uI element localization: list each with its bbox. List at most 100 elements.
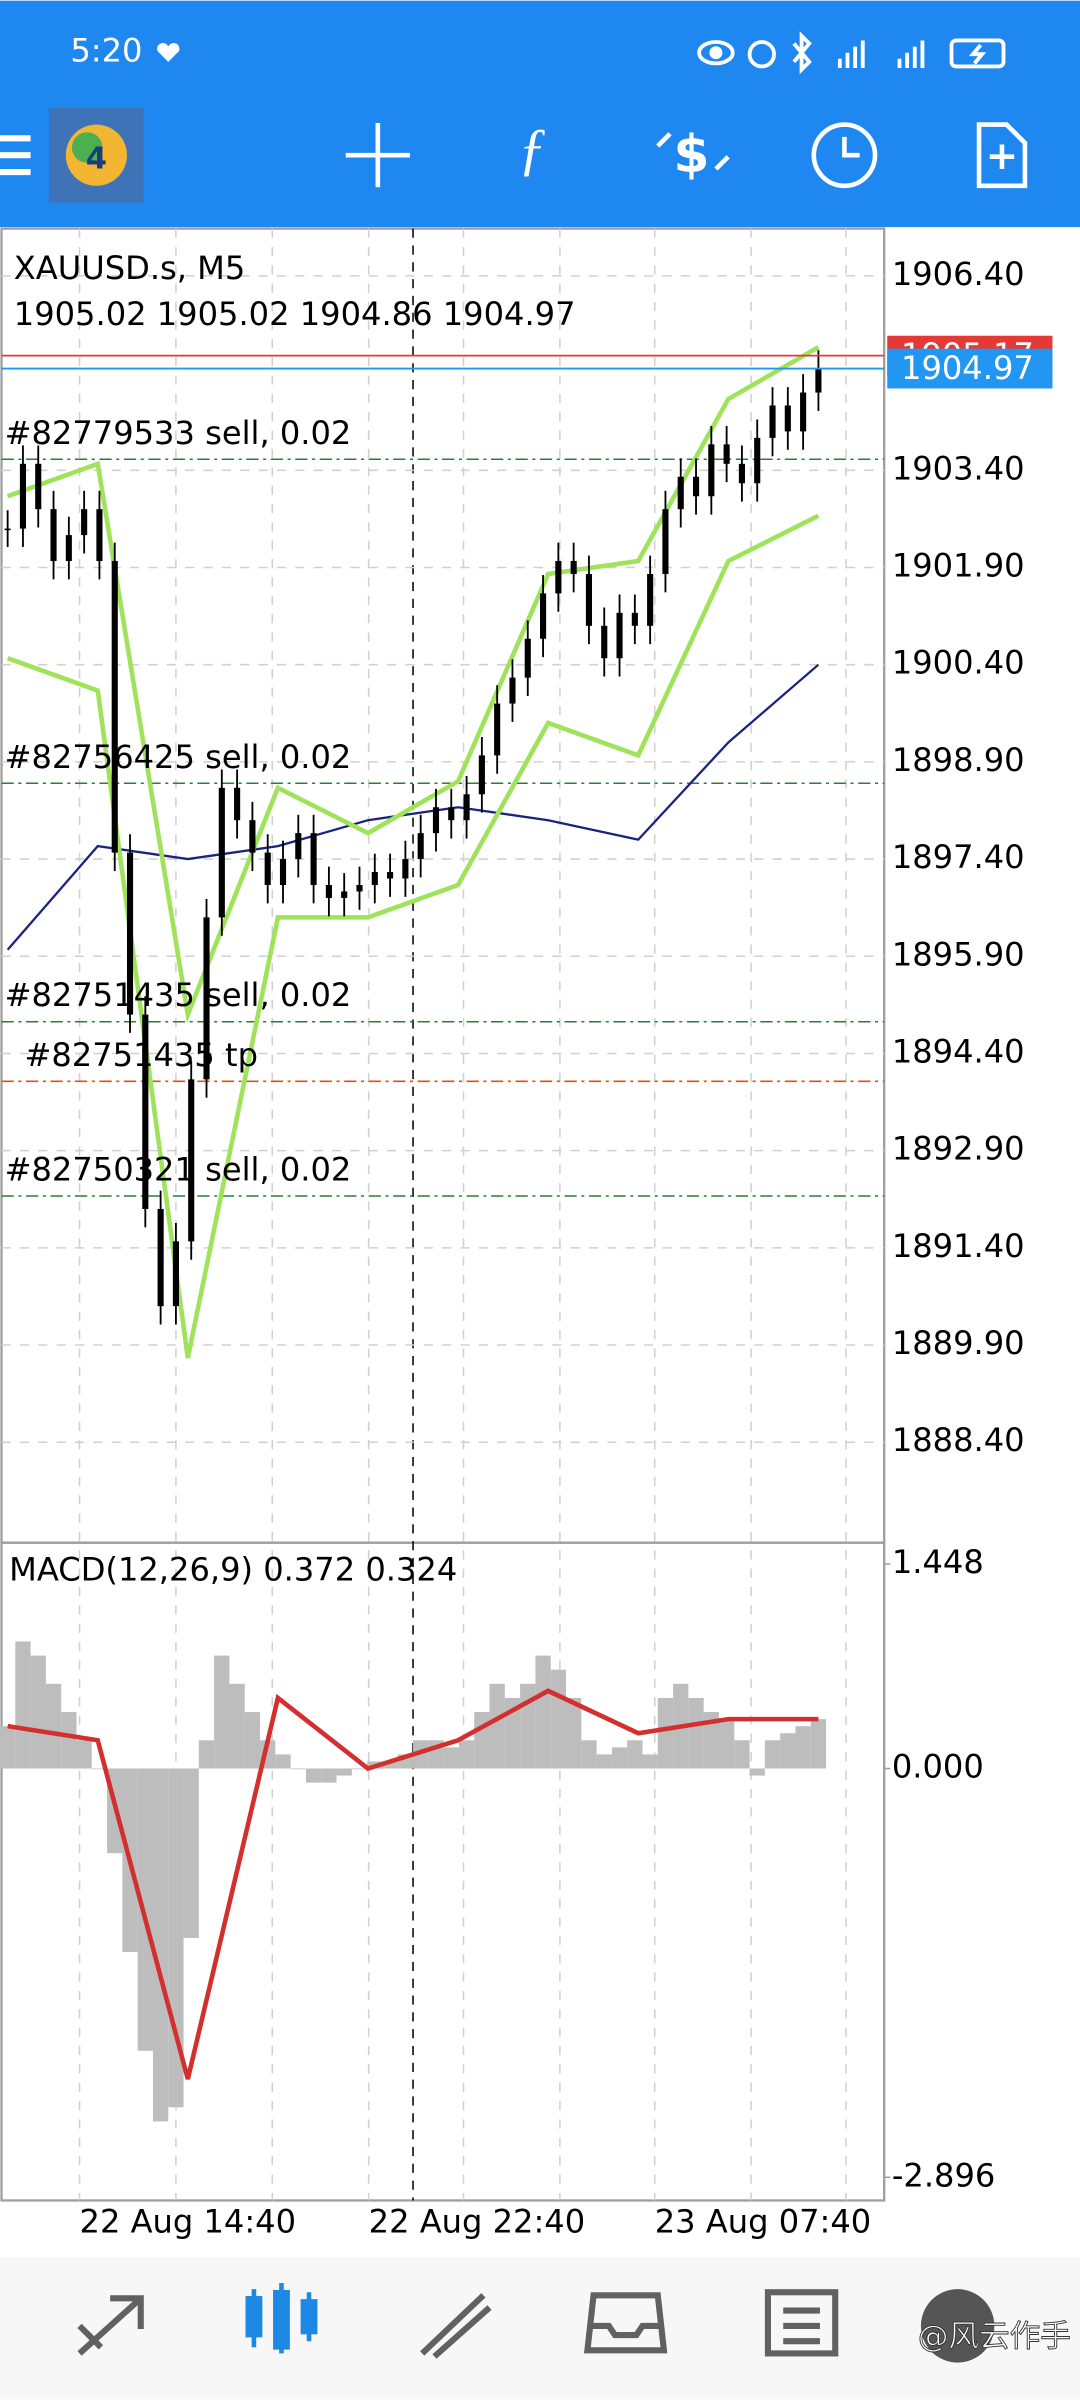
macd-bar	[504, 1697, 521, 1769]
chart-tab[interactable]	[245, 2283, 318, 2354]
macd-bar	[321, 1768, 337, 1783]
y-tick-label: 1892.90	[892, 1130, 1025, 1168]
macd-bar	[596, 1754, 612, 1769]
avatar	[920, 2289, 995, 2363]
candle-body	[662, 509, 669, 574]
candle-body	[81, 509, 88, 536]
macd-bar	[30, 1655, 46, 1769]
order-label: #82779533 sell, 0.02	[5, 414, 352, 452]
candle-body	[708, 444, 715, 497]
candle-body	[19, 463, 27, 529]
macd-bar	[734, 1740, 750, 1769]
macd-bar	[657, 1697, 674, 1769]
candle-body	[310, 833, 317, 885]
trade-button[interactable]: $	[673, 125, 709, 185]
candle-body	[738, 463, 745, 484]
candle-body	[631, 612, 638, 626]
bid-label: 1904.97	[901, 349, 1034, 387]
watermark: @风云作手	[918, 2320, 1071, 2355]
candle-body	[35, 463, 42, 510]
candle-body	[371, 872, 378, 885]
timeframe-button[interactable]	[811, 122, 878, 189]
candle-body	[218, 787, 225, 918]
macd-bar	[458, 1740, 475, 1769]
candle-body	[432, 807, 440, 834]
macd-bar	[443, 1747, 459, 1769]
candle-body	[417, 833, 424, 860]
macd-bar	[810, 1719, 827, 1769]
macd-title: MACD(12,26,9) 0.372 0.324	[9, 1551, 457, 1589]
macd-bar	[550, 1669, 567, 1769]
x-tick-label: 22 Aug 22:40	[369, 2202, 586, 2240]
candle-body	[295, 833, 302, 860]
macd-bar	[642, 1754, 658, 1769]
macd-bar	[489, 1683, 505, 1769]
y-tick-label: 1895.90	[892, 935, 1025, 973]
macd-tick-label: -2.896	[892, 2156, 996, 2194]
candle-body	[463, 794, 470, 821]
y-tick-label: 1901.90	[892, 546, 1025, 584]
y-tick-label: 1889.90	[892, 1324, 1025, 1362]
macd-bar	[214, 1655, 230, 1769]
bid-label-box	[887, 348, 1053, 389]
quotes-tab[interactable]	[77, 2295, 144, 2356]
macd-bar	[764, 1740, 781, 1769]
macd-bar	[535, 1655, 551, 1769]
macd-bar	[183, 1768, 199, 1938]
candle-body	[478, 755, 485, 795]
candle-body	[555, 561, 562, 594]
indicators-button[interactable]: ƒ	[518, 117, 547, 182]
news-tab[interactable]	[764, 2289, 839, 2357]
indicator-line	[6, 663, 820, 951]
candle-body	[692, 476, 700, 497]
candle-body	[601, 625, 608, 659]
crosshair-button[interactable]	[345, 123, 410, 188]
macd-bar	[382, 1761, 398, 1769]
candle-body	[249, 820, 256, 853]
candle-body	[65, 535, 72, 562]
candle-body	[677, 476, 684, 510]
x-tick-label: 23 Aug 07:40	[655, 2202, 872, 2240]
candle-body	[325, 884, 332, 898]
symbol-label: XAUUSD.s, M5	[14, 249, 246, 287]
macd-bar	[76, 1740, 92, 1769]
order-label: #82751435 tp	[24, 1036, 258, 1074]
candle-body	[585, 573, 593, 626]
y-tick-label: 1894.40	[892, 1032, 1025, 1070]
macd-bar	[581, 1740, 597, 1769]
candle-body	[264, 852, 271, 885]
svg-text:4: 4	[86, 141, 107, 176]
y-tick-label: 1888.40	[892, 1421, 1025, 1459]
clock: 5:20	[70, 32, 142, 70]
candle-body	[448, 807, 455, 821]
candle-body	[341, 891, 348, 898]
macd-bar	[627, 1740, 643, 1769]
candle-body	[188, 1079, 195, 1242]
history-tab[interactable]	[584, 2292, 668, 2354]
macd-bar	[780, 1733, 796, 1769]
macd-bar	[611, 1747, 628, 1769]
ohlc-label: 1905.02 1905.02 1904.86 1904.97	[14, 295, 576, 333]
new-order-button[interactable]	[976, 122, 1028, 189]
candle-body	[754, 437, 761, 484]
trade-tab[interactable]	[420, 2293, 492, 2359]
macd-bar	[198, 1740, 215, 1769]
bottom-nav	[0, 2257, 1080, 2400]
candle-body	[142, 1014, 149, 1209]
candle-body	[126, 852, 134, 1015]
candle-body	[570, 561, 577, 574]
macd-bar	[275, 1754, 291, 1769]
macd-bar	[703, 1712, 719, 1769]
signal-line	[7, 1688, 819, 2080]
candle-body	[616, 612, 623, 659]
candle-body	[50, 509, 57, 562]
macd-bar	[45, 1683, 62, 1769]
y-tick-label: 1897.40	[892, 838, 1025, 876]
macd-bar	[336, 1768, 352, 1776]
candle-body	[279, 859, 287, 885]
menu-button[interactable]	[0, 135, 31, 176]
candle-body	[111, 561, 118, 853]
candle-body	[356, 884, 363, 892]
